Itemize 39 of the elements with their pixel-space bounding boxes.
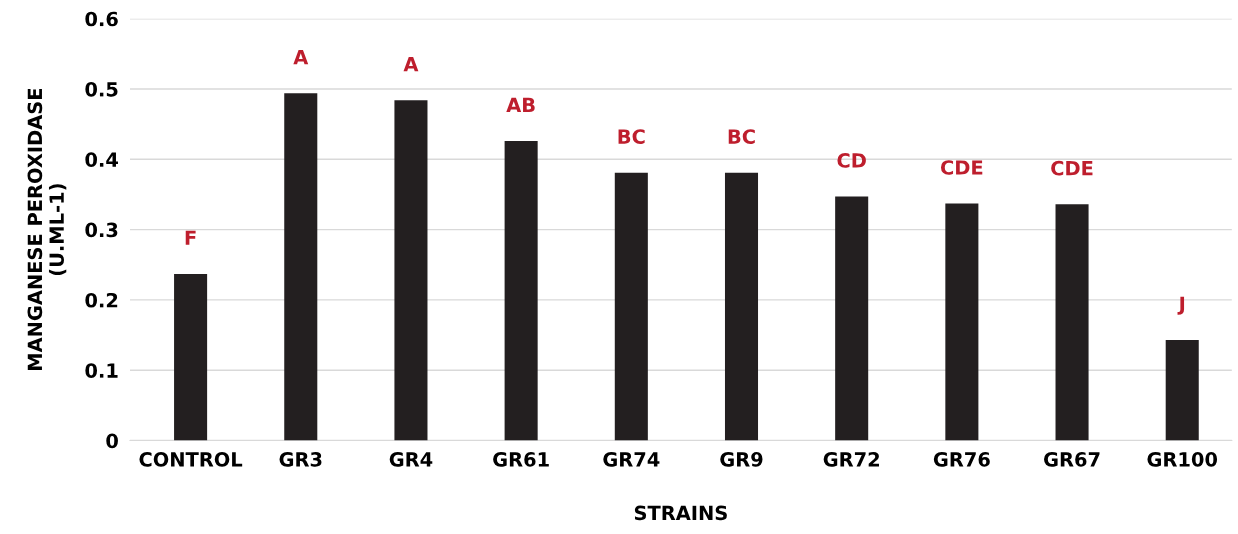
y-tick-label: 0.4 — [85, 152, 118, 167]
x-tick-label: GR9 — [720, 452, 763, 467]
x-tick-label: GR61 — [493, 452, 549, 467]
x-tick-label: GR4 — [389, 452, 433, 467]
x-tick-label: GR3 — [279, 452, 322, 467]
x-tick-label: CONTROL — [139, 452, 243, 467]
bar — [945, 203, 979, 441]
bar — [614, 172, 648, 441]
y-tick-label: 0.6 — [85, 11, 118, 27]
y-tick-label: 0.2 — [85, 292, 118, 308]
annotation: BC — [618, 129, 645, 144]
y-tick-label: 0.3 — [85, 222, 118, 238]
annotation: A — [403, 57, 419, 72]
bar — [1165, 340, 1199, 441]
annotation: A — [293, 50, 309, 65]
annotation: F — [185, 230, 196, 245]
annotation: BC — [728, 129, 755, 144]
bar — [284, 93, 318, 441]
x-tick-label: GR74 — [603, 452, 660, 467]
bar — [835, 196, 869, 441]
bar — [1055, 204, 1089, 441]
y-tick-label: 0.1 — [85, 363, 118, 378]
x-tick-label: GR100 — [1147, 452, 1218, 467]
bar — [504, 141, 538, 441]
bar — [394, 100, 428, 441]
annotation: CDE — [1051, 160, 1093, 176]
x-tick-label: GR72 — [823, 452, 879, 467]
y-tick-label: 0.5 — [85, 81, 118, 97]
x-axis-title: STRAINS — [634, 505, 727, 521]
y-axis-title: MANGANESE PEROXIDASE (U.ML-1) — [27, 88, 67, 370]
bar — [174, 273, 208, 441]
annotation: CDE — [940, 160, 983, 175]
annotation: AB — [506, 97, 535, 112]
x-tick-label: GR67 — [1044, 452, 1100, 467]
annotation: J — [1177, 296, 1185, 315]
x-tick-label: GR76 — [933, 452, 990, 467]
annotation: CD — [837, 153, 866, 168]
bar — [724, 172, 759, 441]
y-tick-label: 0 — [106, 433, 118, 449]
